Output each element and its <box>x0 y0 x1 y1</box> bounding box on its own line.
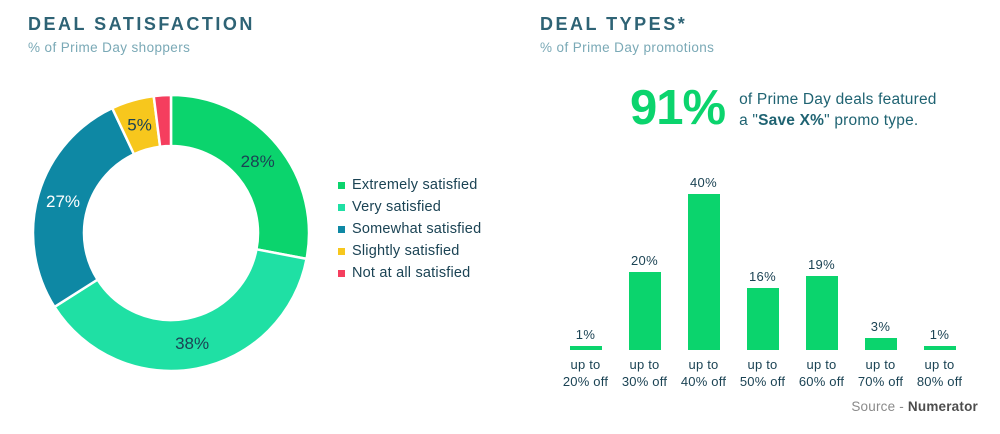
bar <box>805 276 838 350</box>
bar-value-label: 1% <box>575 327 596 342</box>
legend-swatch-icon <box>338 247 345 255</box>
bar-group-6: 1% up to 80% off <box>910 168 969 390</box>
bar-stack: 16% <box>746 168 779 350</box>
bar-value-label: 40% <box>690 175 717 190</box>
bar <box>687 194 720 350</box>
bar-category-line-1: up to <box>629 357 660 372</box>
donut-slice-1 <box>53 248 308 373</box>
bar-stack: 40% <box>687 168 720 350</box>
legend-item-2: Somewhat satisfied <box>338 218 481 240</box>
legend-item-3: Slightly satisfied <box>338 240 481 262</box>
legend-label: Very satisfied <box>352 199 442 215</box>
left-chart-header: DEAL SATISFACTION % of Prime Day shopper… <box>28 14 255 55</box>
legend-label: Not at all satisfied <box>352 265 471 281</box>
bar-category-line-2: 30% off <box>621 374 668 389</box>
bar-category-label: up to 40% off <box>681 356 726 390</box>
stat-text: of Prime Day deals featured a "Save X%" … <box>739 84 937 131</box>
legend-swatch-icon <box>338 269 345 277</box>
legend-item-1: Very satisfied <box>338 196 481 218</box>
bar-category-line-1: up to <box>865 357 896 372</box>
left-chart-title: DEAL SATISFACTION <box>28 14 255 34</box>
stat-callout: 91% of Prime Day deals featured a "Save … <box>630 81 937 135</box>
stat-text-line2-prefix: a " <box>739 112 759 129</box>
legend-label: Somewhat satisfied <box>352 221 482 237</box>
bar-chart: 1% up to 20% off 20% up to 30% off 40% up to 40%… <box>556 168 969 390</box>
bar-category-label: up to 50% off <box>740 356 785 390</box>
bar-category-label: up to 80% off <box>917 356 962 390</box>
bar-category-label: up to 70% off <box>858 356 903 390</box>
legend-item-4: Not at all satisfied <box>338 262 481 284</box>
bar-group-5: 3% up to 70% off <box>851 168 910 390</box>
bar-category-line-1: up to <box>747 357 778 372</box>
bar-stack: 20% <box>628 168 661 350</box>
bar-category-line-2: 60% off <box>798 374 845 389</box>
bar-value-label: 16% <box>749 269 776 284</box>
bar-value-label: 1% <box>929 327 950 342</box>
bar-category-line-2: 50% off <box>739 374 786 389</box>
bar-category-label: up to 60% off <box>799 356 844 390</box>
source-prefix: Source - <box>851 399 908 414</box>
bar-group-2: 40% up to 40% off <box>674 168 733 390</box>
bar <box>864 338 897 350</box>
stat-text-promo-type: Save X% <box>758 112 825 129</box>
donut-slice-label-3: 5% <box>127 116 152 135</box>
donut-legend: Extremely satisfied Very satisfied Somewha… <box>338 174 481 284</box>
legend-swatch-icon <box>338 203 345 211</box>
bar-category-line-2: 20% off <box>562 374 609 389</box>
bar-category-label: up to 30% off <box>622 356 667 390</box>
bar-category-line-1: up to <box>924 357 955 372</box>
bar-value-label: 19% <box>808 257 835 272</box>
source-credit: Source - Numerator <box>851 399 978 414</box>
bar <box>628 272 661 350</box>
donut-slice-label-2: 27% <box>46 192 80 211</box>
right-chart-subtitle: % of Prime Day promotions <box>540 40 715 55</box>
legend-swatch-icon <box>338 225 345 233</box>
bar-stack: 19% <box>805 168 838 350</box>
bar-category-line-1: up to <box>688 357 719 372</box>
bar-category-line-1: up to <box>806 357 837 372</box>
donut-chart: 28% 38% 27% 5% <box>31 93 311 373</box>
bar-stack: 3% <box>864 168 897 350</box>
stat-value: 91% <box>630 81 726 135</box>
bar-group-3: 16% up to 50% off <box>733 168 792 390</box>
bar-group-4: 19% up to 60% off <box>792 168 851 390</box>
left-chart-subtitle: % of Prime Day shoppers <box>28 40 191 55</box>
donut-slice-4 <box>152 93 173 148</box>
bar-group-1: 20% up to 30% off <box>615 168 674 390</box>
donut-slice-label-0: 28% <box>241 152 275 171</box>
bar <box>923 346 956 350</box>
legend-swatch-icon <box>338 181 345 189</box>
bar <box>569 346 602 350</box>
bar-group-0: 1% up to 20% off <box>556 168 615 390</box>
right-chart-title: DEAL TYPES* <box>540 14 688 34</box>
bar-stack: 1% <box>569 168 602 350</box>
bar-category-line-2: 70% off <box>857 374 904 389</box>
legend-label: Slightly satisfied <box>352 243 460 259</box>
bar-value-label: 3% <box>870 319 891 334</box>
stat-text-line1: of Prime Day deals featured <box>739 91 937 108</box>
bar-value-label: 20% <box>631 253 658 268</box>
stat-text-line2-suffix: " promo type. <box>824 112 919 129</box>
bar-category-line-1: up to <box>570 357 601 372</box>
donut-slice-2 <box>31 106 136 309</box>
bar-stack: 1% <box>923 168 956 350</box>
right-chart-header: DEAL TYPES* % of Prime Day promotions <box>540 14 714 55</box>
bar-category-line-2: 80% off <box>916 374 963 389</box>
donut-slice-0 <box>169 93 311 261</box>
legend-label: Extremely satisfied <box>352 177 478 193</box>
bar-category-line-2: 40% off <box>680 374 727 389</box>
bar-category-label: up to 20% off <box>563 356 608 390</box>
legend-item-0: Extremely satisfied <box>338 174 481 196</box>
bar <box>746 288 779 350</box>
donut-slice-label-1: 38% <box>175 334 209 353</box>
source-name: Numerator <box>907 399 978 414</box>
